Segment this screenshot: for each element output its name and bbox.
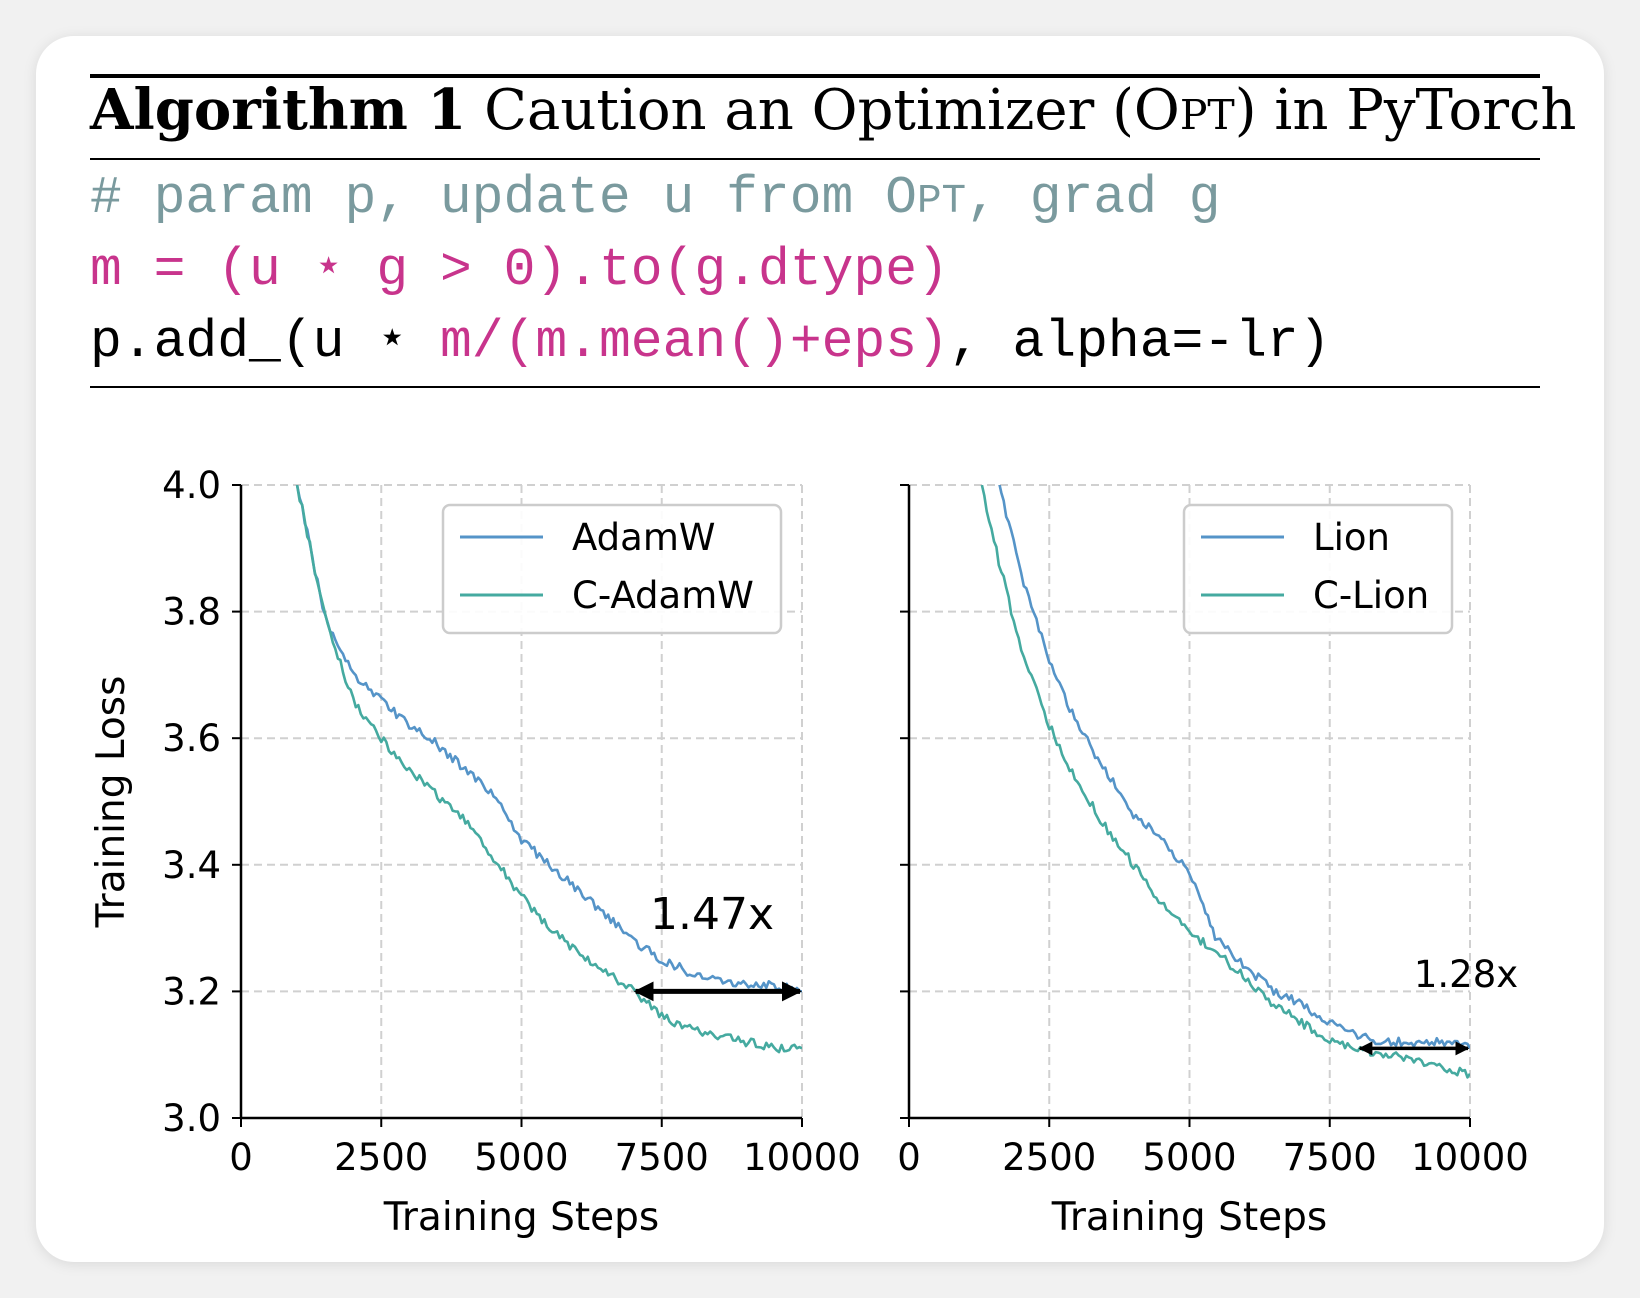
x-tick-label: 7500 [1283,1136,1377,1179]
code-update-b: m/(m.mean()+eps) [439,312,949,372]
algorithm-title-opt-first: O [1133,78,1180,143]
chart-1: 0 2500 5000 7500 10000 3.0 3.2 3.4 3.6 3.8 4.0 Trai… [89,464,861,1240]
algorithm-top-rule [90,74,1540,78]
figure-card [36,36,1604,1262]
algorithm-title-pre: Caution an Optimizer ( [484,78,1134,143]
algorithm-title-post: ) in PyTorch [1234,78,1577,143]
code-comment-b: , grad g [966,168,1221,228]
code-mask-line: m = (u ⋆ g > 0).to(g.dtype) [90,240,949,300]
algorithm-number: Algorithm 1 [90,77,467,143]
x-tick-label: 10000 [1411,1136,1529,1179]
y-tick-label: 4.0 [162,464,221,507]
y-axis-label: Training Loss [89,676,134,929]
code-comment-line: # param p, update u from OPT, grad g [90,172,1221,225]
x-tick-label: 0 [229,1136,253,1179]
x-axis-label: Training Steps [383,1195,659,1240]
code-comment-a: # param p, update u from [90,168,886,228]
algorithm-bottom-rule [90,386,1540,388]
code-comment-opt-rest: PT [916,179,967,225]
x-tick-label: 10000 [743,1136,861,1179]
series-line-c-adamw [295,485,802,1054]
code-update-a: p.add_(u ⋆ [90,312,440,372]
x-tick-label: 5000 [474,1136,568,1179]
algorithm-title: Algorithm 1 Caution an Optimizer (OPT) i… [90,82,1576,139]
code-update-c: , alpha=-lr) [948,312,1331,372]
y-tick-label: 3.0 [162,1097,221,1140]
legend-label-c-lion: C-Lion [1313,574,1429,617]
chart-2: 0 2500 5000 7500 10000 Training Steps Lion C-Li… [897,484,1529,1240]
y-tick-label: 3.8 [162,591,221,634]
code-comment-opt-first: O [885,168,917,228]
x-tick-label: 2500 [334,1136,428,1179]
speedup-label: 1.47x [650,889,774,940]
x-tick-label: 5000 [1142,1136,1236,1179]
legend-label-lion: Lion [1313,516,1390,559]
x-tick-label: 0 [897,1136,921,1179]
code-update-line: p.add_(u ⋆ m/(m.mean()+eps), alpha=-lr) [90,316,1331,369]
algorithm-title-opt-rest: PT [1179,91,1235,139]
x-tick-label: 7500 [615,1136,709,1179]
speedup-label: 1.28x [1414,953,1518,996]
series-line-adamw [295,485,802,993]
x-axis-label: Training Steps [1051,1195,1327,1240]
series-line-lion [998,485,1470,1050]
y-tick-label: 3.6 [162,717,221,760]
y-tick-label: 3.2 [162,970,221,1013]
algorithm-mid-rule [90,158,1540,160]
legend-label-adamw: AdamW [572,516,715,559]
y-tick-label: 3.4 [162,844,221,887]
series-line-c-lion [980,485,1470,1079]
x-tick-label: 2500 [1002,1136,1096,1179]
legend-label-c-adamw: C-AdamW [572,574,754,617]
